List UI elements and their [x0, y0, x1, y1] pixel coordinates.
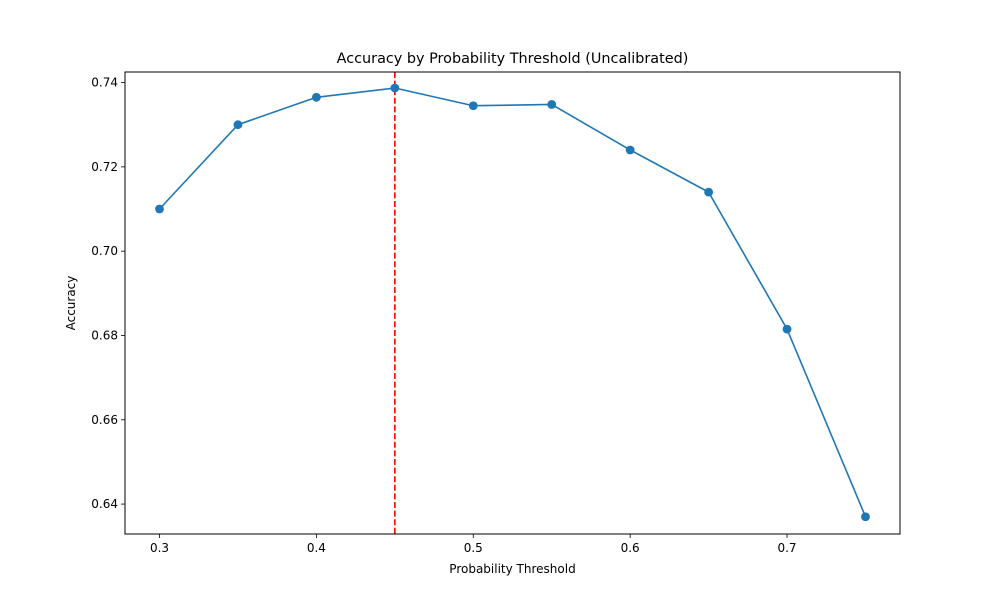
data-point — [547, 100, 557, 109]
data-point — [311, 92, 321, 102]
x-axis-label: Probability Threshold — [449, 562, 575, 576]
x-tick-label: 0.5 — [464, 541, 483, 555]
data-point — [390, 83, 400, 93]
data-point — [861, 512, 870, 522]
y-tick-label: 0.74 — [91, 76, 118, 90]
data-point — [704, 187, 714, 197]
data-point — [155, 204, 164, 214]
data-point — [233, 120, 243, 130]
x-tick-label: 0.6 — [621, 541, 640, 555]
chart-title: Accuracy by Probability Threshold (Uncal… — [337, 51, 689, 67]
data-point — [782, 324, 792, 334]
y-axis-ticks: 0.64 0.66 0.68 0.70 0.72 0.74 — [91, 76, 125, 511]
y-tick-label: 0.68 — [91, 328, 118, 342]
y-tick-label: 0.64 — [91, 497, 118, 511]
x-tick-label: 0.3 — [150, 541, 169, 555]
y-tick-label: 0.72 — [91, 160, 118, 174]
x-tick-label: 0.4 — [307, 541, 326, 555]
y-tick-label: 0.66 — [91, 413, 118, 427]
plot-area — [125, 72, 900, 534]
plot-frame — [124, 71, 901, 535]
data-point — [468, 101, 478, 111]
x-tick-label: 0.7 — [777, 541, 796, 555]
data-point — [625, 145, 635, 155]
x-axis-ticks: 0.3 0.4 0.5 0.6 0.7 — [150, 534, 797, 555]
y-tick-label: 0.70 — [91, 244, 118, 258]
series-line — [158, 87, 867, 518]
y-axis-label: Accuracy — [64, 276, 78, 331]
series-layer — [155, 83, 870, 522]
